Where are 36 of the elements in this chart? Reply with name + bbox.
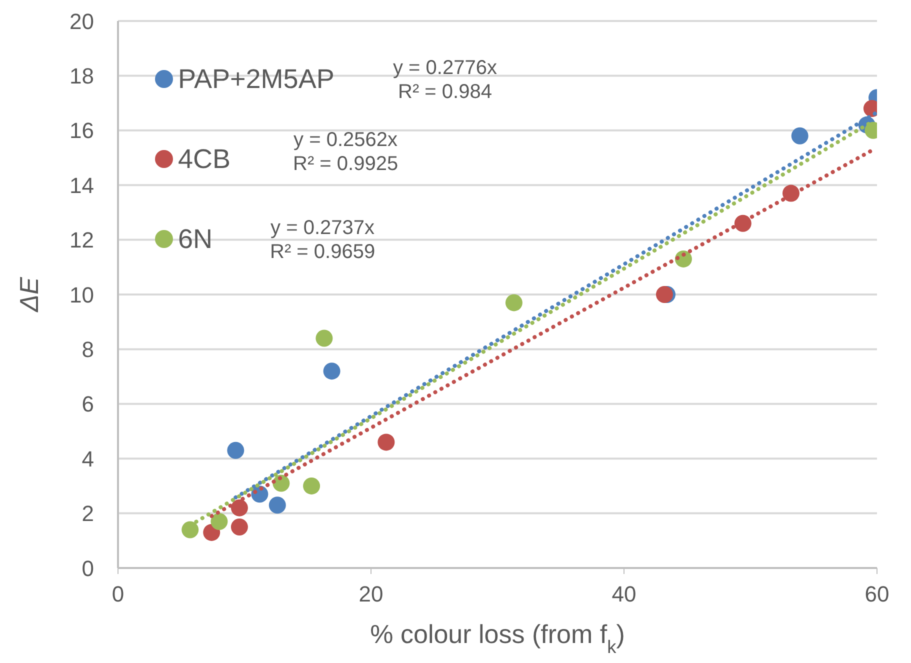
point: [303, 477, 320, 494]
point: [316, 330, 333, 347]
annotation: y = 0.2562x R² = 0.9925: [293, 128, 398, 176]
point: [791, 127, 808, 144]
y-tick-label: 14: [70, 172, 94, 198]
legend-label: 6N: [178, 224, 213, 254]
y-tick-label: 20: [70, 8, 94, 34]
point: [230, 499, 248, 516]
annotation: y = 0.2737x R² = 0.9659: [270, 216, 376, 264]
point: [378, 434, 395, 451]
legend-label: PAP+2M5AP: [178, 64, 334, 94]
annotation: y = 0.2776x R² = 0.984: [393, 56, 497, 104]
y-tick-label: 12: [70, 228, 94, 253]
y-tick-label: 6: [82, 392, 94, 417]
x-tick-label: 40: [612, 582, 636, 607]
y-tick-label: 18: [70, 64, 94, 89]
point: [210, 513, 228, 530]
x-axis-title: % colour loss (from f$_{k}$): [370, 619, 625, 657]
y-tick-label: 8: [82, 337, 94, 362]
y-tick-label: 4: [82, 446, 94, 472]
point: [182, 521, 199, 538]
point: [323, 362, 340, 380]
y-tick-label: 0: [82, 556, 94, 581]
x-tick-label: 60: [864, 582, 890, 607]
point: [505, 294, 522, 312]
x-tick-label: 20: [358, 582, 384, 607]
legend-label: 4CB: [178, 144, 231, 174]
point: [227, 442, 244, 459]
y-tick-label: 10: [70, 282, 94, 308]
point: [230, 518, 248, 536]
x-tick-label: 0: [112, 582, 124, 607]
y-axis-title: ΔE: [14, 276, 44, 313]
point: [656, 286, 673, 303]
y-tick-label: 16: [70, 118, 94, 144]
point: [268, 496, 286, 514]
y-tick-label: 2: [82, 501, 94, 526]
